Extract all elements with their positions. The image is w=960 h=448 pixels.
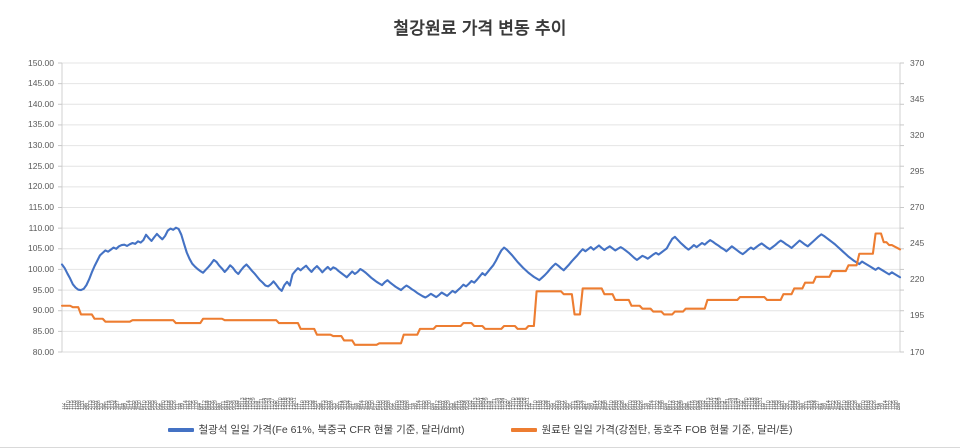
- y-axis-tick-label-left: 115.00: [28, 202, 54, 212]
- y-axis-tick-label-left: 140.00: [28, 98, 54, 109]
- y-axis-tick-label-right: 195: [910, 310, 925, 321]
- y-axis-tick-label-left: 150.00: [28, 57, 54, 68]
- y-axis-tick-label-left: 145.00: [28, 78, 54, 89]
- y-axis-tick-label-left: 85.00: [32, 325, 54, 336]
- chart-title: 철강원료 가격 변동 추이: [393, 19, 567, 38]
- y-axis-tick-label-left: 130.00: [28, 140, 54, 151]
- legend-label-iron-ore: 철광석 일일 가격(Fe 61%, 북중국 CFR 현물 기준, 달러/dmt): [198, 424, 465, 436]
- legend-item-coking-coal[interactable]: 원료탄 일일 가격(강점탄, 동호주 FOB 현물 기준, 달러/톤): [510, 422, 793, 437]
- y-axis-tick-label-right: 220: [910, 274, 925, 285]
- series-line-iron-ore: [60, 226, 902, 299]
- y-axis-tick-label-left: 100.00: [28, 263, 54, 274]
- y-axis-tick-label-right: 170: [910, 346, 925, 357]
- y-axis-tick-label-right: 320: [910, 129, 925, 140]
- y-axis-tick-label-left: 135.00: [28, 119, 54, 130]
- legend-swatch-coking-coal: [510, 427, 537, 432]
- plot-svg: [58, 62, 904, 353]
- y-axis-tick-label-right: 295: [910, 165, 925, 176]
- series-line-coking-coal: [60, 232, 902, 346]
- legend-label-coking-coal: 원료탄 일일 가격(강점탄, 동호주 FOB 현물 기준, 달러/톤): [541, 424, 793, 436]
- y-axis-tick-label-right: 270: [910, 202, 925, 212]
- y-axis-tick-label-right: 345: [910, 93, 925, 104]
- y-axis-tick-label-right: 245: [910, 238, 925, 249]
- y-axis-tick-label-left: 110.00: [28, 222, 54, 233]
- y-axis-tick-label-left: 95.00: [32, 284, 54, 295]
- y-axis-tick-label-right: 370: [910, 57, 925, 68]
- legend-item-iron-ore[interactable]: 철광석 일일 가격(Fe 61%, 북중국 CFR 현물 기준, 달러/dmt): [167, 422, 465, 437]
- y-axis-tick-label-left: 90.00: [32, 305, 54, 316]
- y-axis-tick-label-left: 105.00: [28, 243, 54, 254]
- y-axis-tick-label-left: 80.00: [32, 346, 54, 357]
- chart-legend: 철광석 일일 가격(Fe 61%, 북중국 CFR 현물 기준, 달러/dmt)…: [0, 412, 960, 448]
- y-axis-tick-label-left: 125.00: [28, 160, 54, 171]
- y-axis-tick-label-left: 120.00: [28, 181, 54, 192]
- x-axis-labels: 1/2 1/7 1/10 1/15 1/18 1/23 1/28 1/31 2/5 2/8 2/13…: [62, 354, 900, 410]
- plot-area: 1/2 1/7 1/10 1/15 1/18 1/23 1/28 1/31 2/5 2/8 2/13…: [28, 57, 925, 410]
- legend-swatch-iron-ore: [167, 427, 194, 432]
